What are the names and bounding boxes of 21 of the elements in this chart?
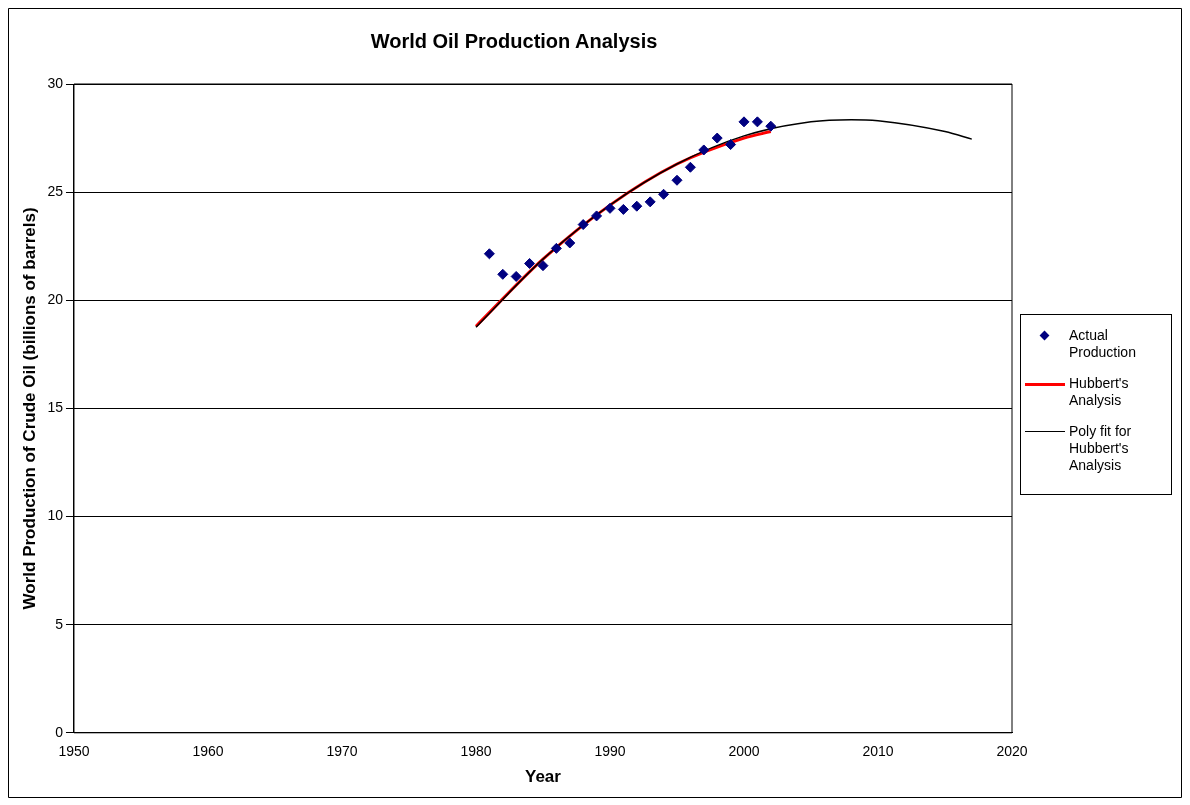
x-tick-label: 1970 bbox=[326, 743, 358, 760]
x-axis-title: Year bbox=[525, 767, 562, 787]
x-tick-label: 1960 bbox=[192, 743, 224, 760]
y-tick-label: 5 bbox=[55, 615, 64, 632]
y-tick-label: 10 bbox=[47, 507, 64, 524]
y-tick-label: 25 bbox=[47, 182, 64, 199]
x-tick-label: 2010 bbox=[862, 743, 894, 760]
chart-title: World Oil Production Analysis bbox=[370, 29, 658, 52]
x-tick-label: 2020 bbox=[996, 743, 1028, 760]
y-tick-label: 15 bbox=[47, 399, 64, 416]
y-tick-label: 30 bbox=[47, 74, 64, 91]
x-tick-label: 1980 bbox=[460, 743, 492, 760]
x-tick-label: 1950 bbox=[58, 743, 90, 760]
x-tick-label: 1990 bbox=[594, 743, 626, 760]
y-tick-label: 20 bbox=[47, 291, 64, 308]
y-tick-label: 0 bbox=[55, 723, 64, 740]
legend-label: Poly fit for Hubbert's Analysis bbox=[1069, 423, 1133, 474]
legend-label: Hubbert's Analysis bbox=[1069, 375, 1130, 409]
legend-label: Actual Production bbox=[1069, 327, 1137, 361]
x-tick-label: 2000 bbox=[728, 743, 760, 760]
y-axis-title: World Production of Crude Oil (billions of barrels) bbox=[19, 207, 39, 610]
